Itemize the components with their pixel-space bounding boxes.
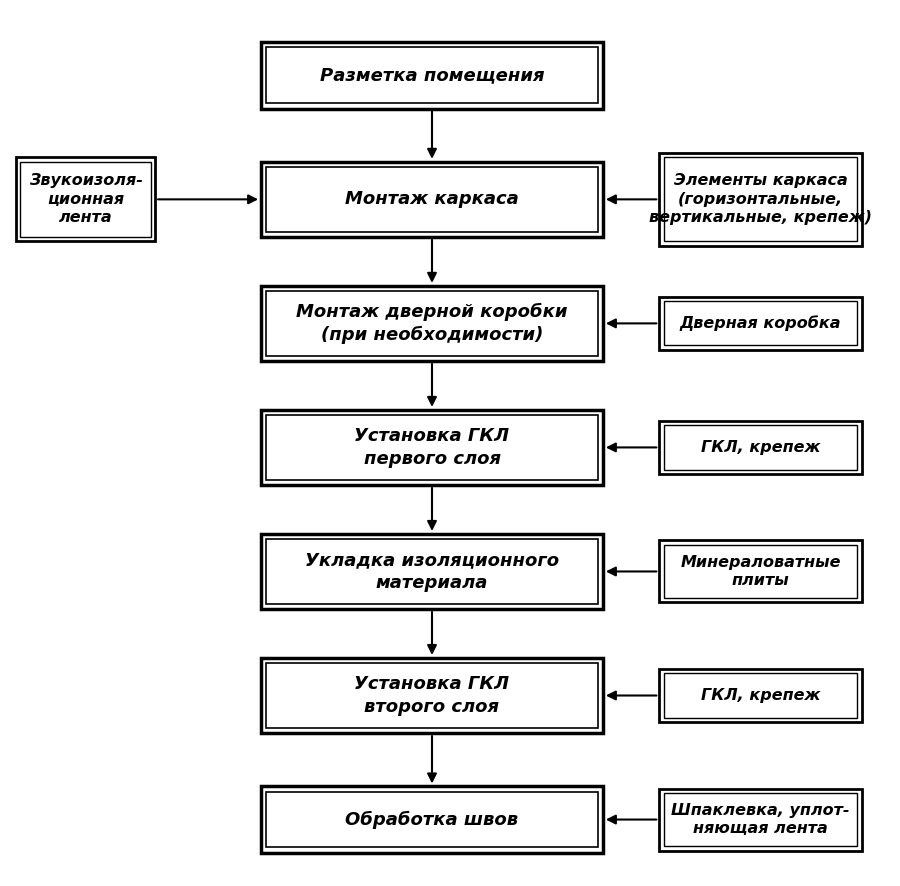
- Bar: [261, 657, 603, 734]
- Bar: [21, 162, 151, 237]
- Bar: [663, 158, 857, 241]
- Bar: [663, 673, 857, 718]
- Text: Установка ГКЛ
первого слоя: Установка ГКЛ первого слоя: [355, 427, 509, 468]
- Bar: [659, 669, 861, 722]
- Text: Дверная коробка: Дверная коробка: [680, 315, 842, 331]
- Text: Установка ГКЛ
второго слоя: Установка ГКЛ второго слоя: [355, 675, 509, 716]
- Bar: [261, 43, 603, 109]
- Bar: [266, 792, 598, 847]
- Bar: [16, 158, 155, 241]
- Text: Монтаж дверной коробки
(при необходимости): Монтаж дверной коробки (при необходимост…: [296, 303, 568, 344]
- Bar: [663, 301, 857, 346]
- Bar: [663, 425, 857, 470]
- Bar: [659, 540, 861, 602]
- Bar: [266, 540, 598, 603]
- Text: Шпаклевка, уплот-
няющая лента: Шпаклевка, уплот- няющая лента: [671, 803, 850, 836]
- Bar: [659, 421, 861, 474]
- Bar: [266, 291, 598, 355]
- Text: Монтаж каркаса: Монтаж каркаса: [345, 190, 519, 208]
- Text: Минераловатные
плиты: Минераловатные плиты: [680, 555, 841, 588]
- Text: ГКЛ, крепеж: ГКЛ, крепеж: [701, 440, 820, 455]
- Bar: [663, 545, 857, 598]
- Bar: [261, 533, 603, 610]
- Text: ГКЛ, крепеж: ГКЛ, крепеж: [701, 688, 820, 703]
- Text: Обработка швов: Обработка швов: [346, 811, 518, 828]
- Bar: [659, 297, 861, 350]
- Bar: [261, 787, 603, 852]
- Bar: [261, 162, 603, 237]
- Bar: [659, 789, 861, 851]
- Bar: [266, 664, 598, 727]
- Bar: [266, 48, 598, 103]
- Text: Звукоизоля-
ционная
лента: Звукоизоля- ционная лента: [29, 174, 142, 225]
- Bar: [266, 416, 598, 479]
- Bar: [261, 286, 603, 361]
- Text: Элементы каркаса
(горизонтальные,
вертикальные, крепеж): Элементы каркаса (горизонтальные, вертик…: [649, 174, 872, 225]
- Bar: [261, 409, 603, 486]
- Bar: [663, 793, 857, 846]
- Bar: [266, 167, 598, 231]
- Text: Разметка помещения: Разметка помещения: [320, 66, 544, 84]
- Text: Укладка изоляционного
материала: Укладка изоляционного материала: [305, 551, 559, 592]
- Bar: [659, 153, 861, 246]
